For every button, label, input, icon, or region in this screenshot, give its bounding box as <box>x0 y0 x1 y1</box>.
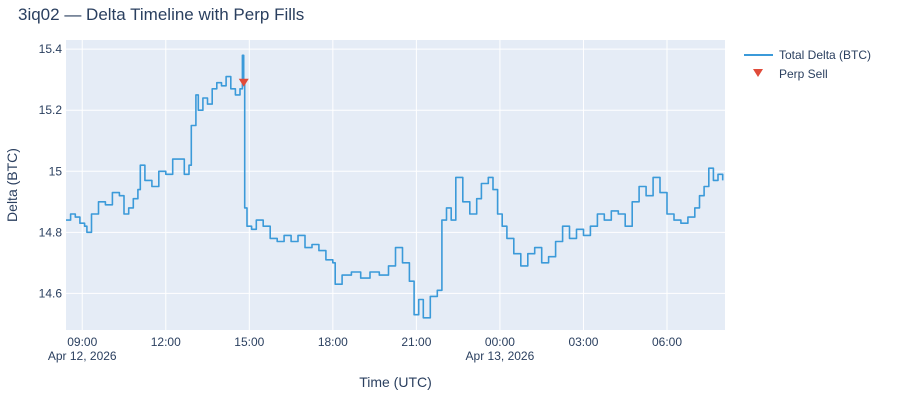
plot-area <box>66 40 725 330</box>
legend-item-total-delta[interactable]: Total Delta (BTC) <box>744 48 871 62</box>
x-tick-label: 18:00 <box>318 335 348 349</box>
legend[interactable]: Total Delta (BTC) Perp Sell <box>744 48 871 81</box>
x-tick-label: 03:00 <box>568 335 598 349</box>
x-tick-label: 12:00 <box>151 335 181 349</box>
y-tick-label: 15.4 <box>39 42 63 56</box>
x-axis-title: Time (UTC) <box>359 374 432 390</box>
x-tick-label: 09:00 <box>67 335 97 349</box>
legend-label-perp-sell: Perp Sell <box>779 67 828 81</box>
y-gridlines <box>66 48 725 294</box>
x-tick-label: 06:00 <box>652 335 682 349</box>
legend-triangle-down-icon <box>753 69 763 77</box>
x-tick-label: 15:00 <box>234 335 264 349</box>
y-tick-label: 15 <box>49 164 63 178</box>
x-gridlines <box>81 40 668 330</box>
x-tick-label: 21:00 <box>401 335 431 349</box>
y-tick-label: 14.8 <box>39 225 63 239</box>
legend-label-total-delta: Total Delta (BTC) <box>779 48 871 62</box>
perp-sell-markers <box>238 78 249 87</box>
legend-item-perp-sell[interactable]: Perp Sell <box>753 67 828 81</box>
y-tick-label: 14.6 <box>39 286 63 300</box>
total-delta-line <box>66 54 724 319</box>
y-tick-labels: 14.6 14.8 15 15.2 15.4 <box>39 42 63 300</box>
y-tick-label: 15.2 <box>39 103 63 117</box>
x-tick-date-label: Apr 12, 2026 <box>48 349 117 363</box>
perp-sell-marker <box>238 78 249 87</box>
x-tick-date-label: Apr 13, 2026 <box>466 349 535 363</box>
chart-title: 3iq02 — Delta Timeline with Perp Fills <box>18 5 304 24</box>
x-tick-label: 00:00 <box>485 335 515 349</box>
y-axis-title: Delta (BTC) <box>4 148 20 222</box>
